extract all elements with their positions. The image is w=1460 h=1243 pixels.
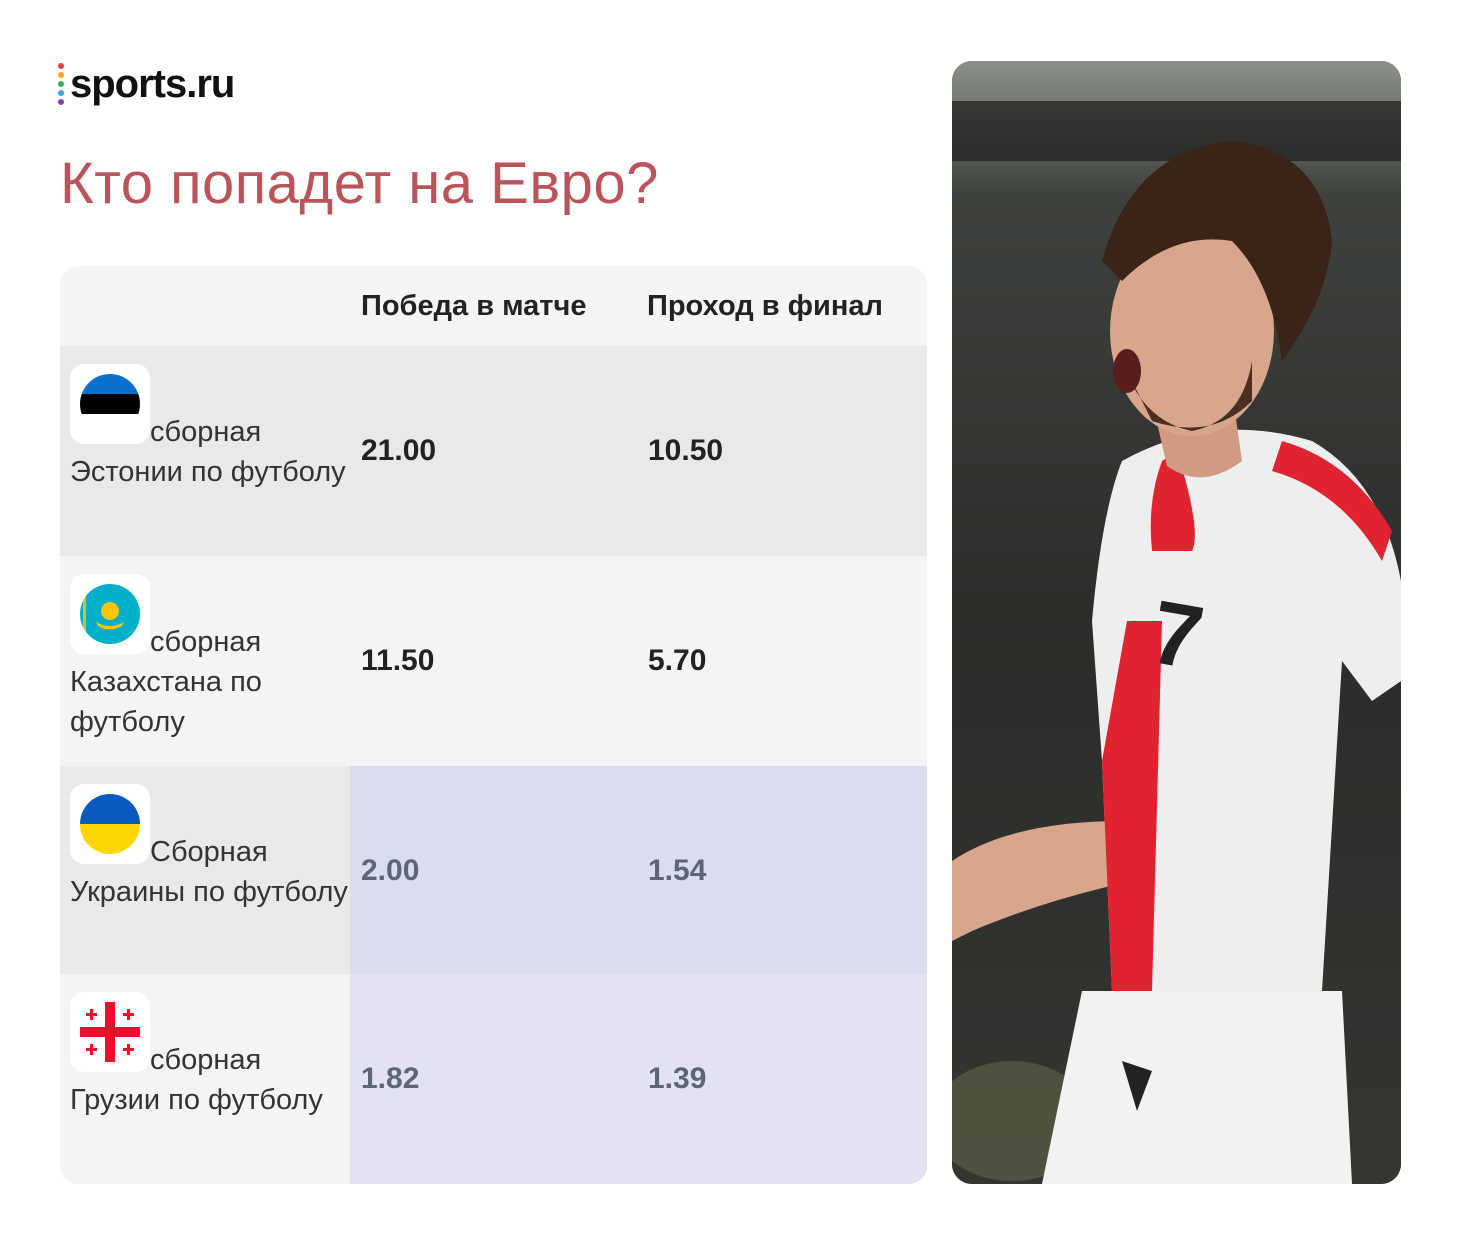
final-odds-value: 1.54 xyxy=(648,854,707,887)
table-header: Победа в матче Проход в финал xyxy=(60,266,927,346)
logo-text: sports.ru xyxy=(70,61,235,106)
flag-badge xyxy=(70,784,150,864)
win-odds-cell: 21.00 xyxy=(350,346,637,556)
team-cell: сборная Эстонии по футболу xyxy=(60,346,350,556)
column-header-final: Проход в финал xyxy=(647,290,883,322)
table-row: сборная Казахстана по футболу 11.50 5.70 xyxy=(60,556,927,766)
win-odds-value: 1.82 xyxy=(361,1062,420,1095)
final-odds-value: 5.70 xyxy=(648,644,707,677)
table-row: сборная Грузии по футболу 1.82 1.39 xyxy=(60,974,927,1184)
table-row: сборная Эстонии по футболу 21.00 10.50 xyxy=(60,346,927,556)
final-odds-value: 10.50 xyxy=(648,434,724,467)
ukraine-flag-icon xyxy=(80,794,140,854)
odds-table: Победа в матче Проход в финал сборная Эс… xyxy=(60,266,927,1184)
win-odds-cell: 2.00 xyxy=(350,766,637,976)
final-odds-cell: 10.50 xyxy=(637,346,927,556)
table-row: Сборная Украины по футболу 2.00 1.54 xyxy=(60,766,927,976)
final-odds-cell: 1.54 xyxy=(637,766,927,976)
logo-dots-icon xyxy=(58,63,64,105)
player-photo: 7 xyxy=(952,61,1401,1184)
win-odds-value: 21.00 xyxy=(361,434,437,467)
team-name: Сборная Украины по футболу xyxy=(70,836,348,908)
kazakhstan-flag-icon xyxy=(80,584,140,644)
team-name: сборная Эстонии по футболу xyxy=(70,416,346,488)
team-cell: сборная Грузии по футболу xyxy=(60,974,350,1184)
flag-badge xyxy=(70,574,150,654)
final-odds-cell: 1.39 xyxy=(637,974,927,1184)
column-header-win: Победа в матче xyxy=(361,290,587,322)
team-cell: Сборная Украины по футболу xyxy=(60,766,350,976)
estonia-flag-icon xyxy=(80,374,140,434)
win-odds-cell: 1.82 xyxy=(350,974,637,1184)
page-title: Кто попадет на Евро? xyxy=(60,151,659,216)
win-odds-value: 2.00 xyxy=(361,854,420,887)
team-cell: сборная Казахстана по футболу xyxy=(60,556,350,766)
win-odds-cell: 11.50 xyxy=(350,556,637,766)
sports-ru-logo[interactable]: sports.ru xyxy=(58,56,235,112)
final-odds-cell: 5.70 xyxy=(637,556,927,766)
player-illustration: 7 xyxy=(952,61,1401,1184)
georgia-flag-icon xyxy=(80,1002,140,1062)
flag-badge xyxy=(70,364,150,444)
team-name: сборная Казахстана по футболу xyxy=(70,626,262,738)
win-odds-value: 11.50 xyxy=(361,644,435,677)
final-odds-value: 1.39 xyxy=(648,1062,707,1095)
flag-badge xyxy=(70,992,150,1072)
team-name: сборная Грузии по футболу xyxy=(70,1044,323,1116)
